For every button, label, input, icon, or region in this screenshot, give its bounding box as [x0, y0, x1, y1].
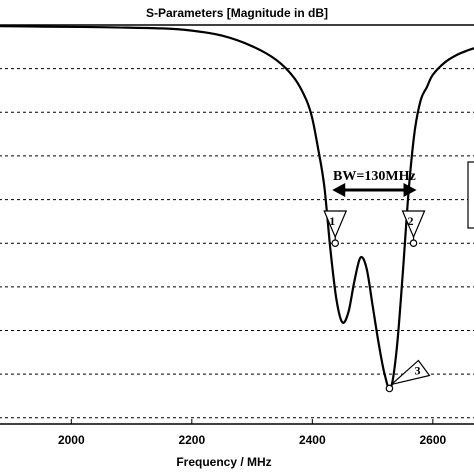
marker-2: 2 — [401, 210, 426, 248]
x-tick-label: 2400 — [299, 433, 326, 447]
x-axis-label: Frequency / MHz — [176, 455, 271, 469]
x-axis-ticks: 2000 2200 2400 2600 — [58, 419, 446, 447]
marker-label: 3 — [414, 363, 420, 377]
x-tick-label: 2200 — [178, 433, 205, 447]
grid — [0, 68, 474, 419]
marker-label: 2 — [408, 214, 414, 228]
marker-1: 1 — [323, 210, 348, 248]
x-tick-label: 2600 — [419, 433, 446, 447]
marker-point — [409, 239, 418, 248]
bandwidth-arrowhead-left — [332, 183, 346, 197]
markers: 1 2 3 — [323, 210, 431, 393]
x-tick-label: 2000 — [58, 433, 85, 447]
marker-triangle — [323, 210, 348, 239]
marker-3: 3 — [385, 359, 431, 393]
marker-point — [385, 384, 394, 393]
bandwidth-annotation: BW=130MHz — [332, 169, 417, 197]
chart-title: S-Parameters [Magnitude in dB] — [146, 6, 328, 20]
marker-point — [331, 239, 340, 248]
bandwidth-arrowhead-right — [403, 183, 417, 197]
marker-triangle — [401, 210, 426, 239]
s11-curve — [0, 25, 474, 391]
legend-box — [467, 161, 474, 229]
plot-frame — [0, 24, 474, 425]
marker-triangle — [391, 359, 431, 386]
bandwidth-label: BW=130MHz — [333, 169, 416, 184]
marker-label: 1 — [329, 214, 335, 228]
